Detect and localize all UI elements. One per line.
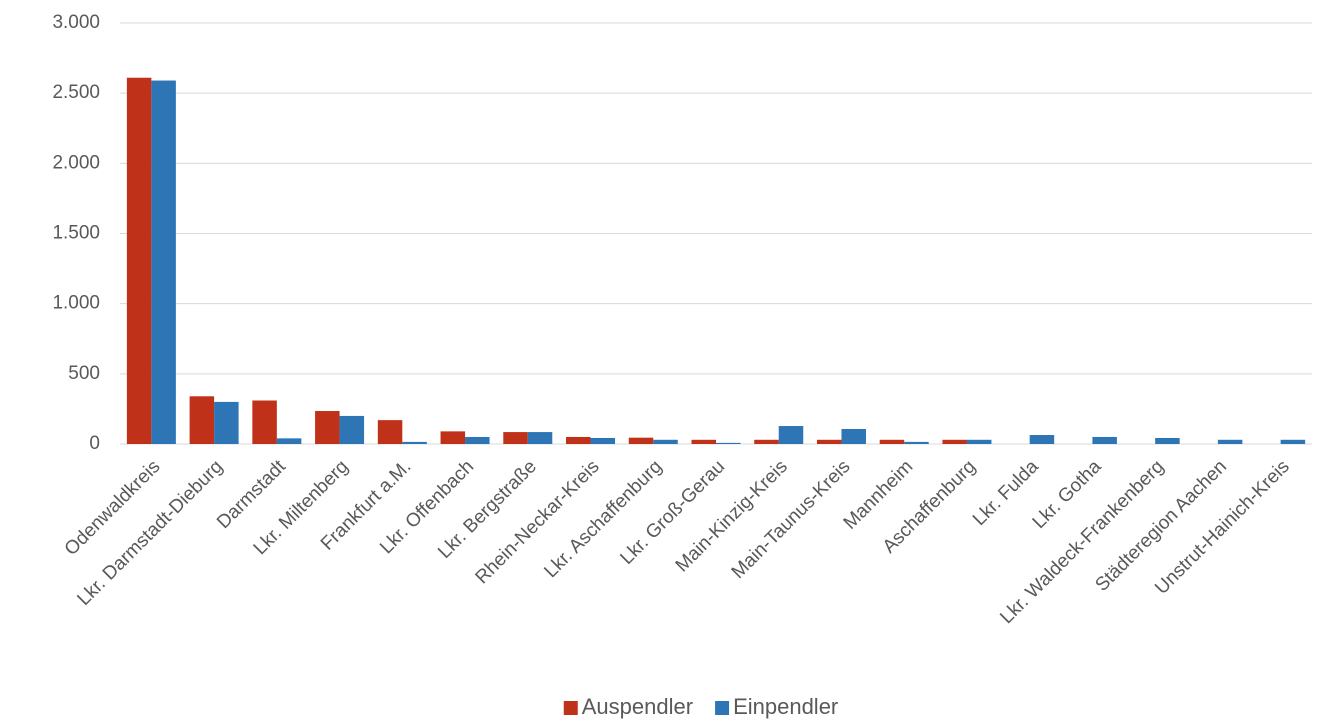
bar [841, 428, 866, 444]
y-tick-label: 1.500 [52, 223, 100, 244]
bar [942, 439, 967, 444]
legend: Auspendler Einpendler [563, 694, 838, 719]
bar [252, 400, 277, 444]
bar [402, 441, 427, 444]
legend-label: Einpendler [733, 694, 838, 719]
x-tick-label: Rhein-Neckar-Kreis [472, 456, 604, 588]
bar [653, 439, 678, 444]
bar [966, 439, 992, 444]
bar [691, 439, 716, 444]
y-tick-label: 2.000 [52, 152, 100, 173]
legend-swatch [715, 701, 730, 715]
legend-swatch [563, 701, 578, 715]
bar [1155, 437, 1180, 444]
bar [189, 396, 215, 444]
bar [276, 438, 302, 444]
bar [754, 439, 779, 444]
y-tick-label: 1.000 [52, 293, 100, 314]
bar [566, 436, 591, 444]
bar [440, 431, 466, 444]
bar [628, 437, 654, 444]
bar [503, 432, 528, 444]
bar [339, 415, 365, 444]
bar [1092, 436, 1117, 444]
legend-label: Auspendler [582, 694, 693, 719]
bar [590, 437, 616, 444]
bar [151, 80, 176, 444]
bar [126, 77, 152, 444]
bar [1217, 439, 1243, 444]
bar [879, 439, 905, 444]
bar [816, 439, 842, 444]
bar [527, 432, 553, 444]
x-tick-label: Main-Kinzig-Kreis [672, 456, 792, 576]
y-tick-label: 2.500 [52, 82, 100, 103]
x-tick-label: Lkr. Aschaffenburg [540, 456, 666, 582]
bar [214, 401, 239, 444]
bar [315, 411, 340, 444]
bar [465, 436, 490, 444]
bar [778, 426, 804, 444]
y-tick-label: 0 [89, 433, 100, 454]
bar [377, 420, 403, 444]
y-tick-label: 3.000 [52, 12, 100, 33]
bar [904, 441, 929, 444]
bar [1280, 439, 1306, 444]
bar [716, 442, 741, 444]
x-tick-label: Main-Taunus-Kreis [728, 456, 855, 583]
bar [1029, 435, 1055, 444]
y-tick-label: 500 [68, 363, 100, 384]
